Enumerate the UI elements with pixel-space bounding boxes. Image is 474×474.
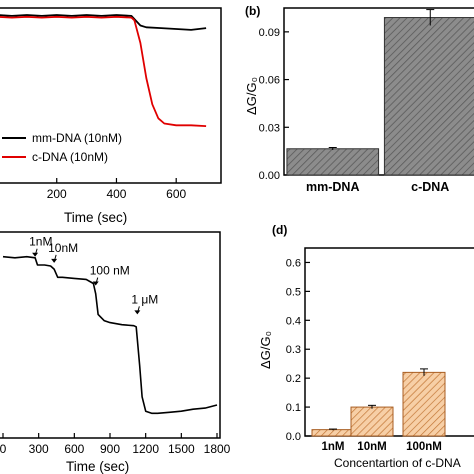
panel-c-x-ticks — [2, 433, 218, 438]
panel-b-bars — [286, 9, 474, 176]
panel-a-xlabel: Time (sec) — [64, 210, 127, 225]
panel-c-x-tick-label: 1200 — [132, 442, 159, 456]
panel-d-y-tick-label: 0.1 — [286, 402, 301, 414]
panel-d-y-tick-label: 0.3 — [286, 344, 301, 356]
bar-100nm — [402, 371, 446, 437]
panel-d-bars — [311, 368, 446, 437]
annotation-label: 1 μM — [131, 292, 158, 306]
panel-b-y-ticks: 0.00 0.03 0.06 0.09 — [259, 27, 289, 182]
panel-d-x-tick-label: 100nM — [406, 441, 442, 453]
bar-1nm — [311, 429, 355, 437]
panel-d-y-ticks: 0.0 0.1 0.2 0.3 0.4 0.5 0.6 — [286, 257, 310, 443]
panel-d: (d) ΔG/G₀ 0.00.10.20.30.40.50.6 1nM 10nM 1… — [258, 223, 474, 470]
panel-d-x-tick-labels: 1nM 10nM 100nM — [322, 441, 442, 453]
panel-c-x-tick-label: 0 — [0, 442, 7, 456]
panel-d-x-tick-label: 1nM — [322, 441, 345, 453]
panel-d-xlabel: Concentartion of c-DNA — [334, 456, 461, 470]
panel-b-y-tick-label: 0.03 — [259, 122, 280, 134]
annotation-arrowhead — [134, 310, 141, 315]
panel-b-x-tick-label: mm-DNA — [306, 180, 359, 194]
panel-b: (b) ΔG/G₀ 0.00 0.03 0.06 0.09 mm-DNA c-DNA — [244, 4, 474, 194]
panel-c-x-tick-label: 300 — [29, 442, 49, 456]
panel-c-series — [2, 255, 218, 415]
panel-b-y-tick-label: 0.00 — [259, 170, 280, 182]
bar-c-dna — [383, 17, 474, 176]
panel-a-x-tick-label: 600 — [166, 187, 186, 201]
panel-b-label: (b) — [245, 4, 260, 18]
legend-label-c-dna: c-DNA (10nM) — [32, 150, 108, 164]
annotation-arrowhead — [51, 258, 58, 263]
series-mm-dna-line — [0, 14, 207, 31]
panel-b-y-tick-label: 0.06 — [259, 75, 280, 87]
panel-b-x-tick-labels: mm-DNA c-DNA — [306, 180, 449, 194]
panel-a-legend: mm-DNA (10nM) c-DNA (10nM) — [2, 131, 122, 164]
panel-a-x-tick-label: 400 — [106, 187, 126, 201]
panel-c-x-tick-label: 600 — [64, 442, 84, 456]
panel-c-x-tick-label: 1500 — [168, 442, 195, 456]
annotation-arrowhead — [92, 281, 99, 286]
panel-a-series — [0, 14, 207, 127]
annotation-arrowhead — [32, 252, 39, 257]
panel-d-frame — [304, 247, 474, 437]
legend-label-mm-dna: mm-DNA (10nM) — [32, 131, 122, 145]
panel-b-y-tick-label: 0.09 — [259, 27, 280, 39]
panel-a-x-ticks — [56, 178, 177, 183]
panel-d-label: (d) — [272, 223, 287, 237]
panel-d-y-tick-label: 0.0 — [286, 431, 301, 443]
titration-line — [2, 255, 218, 415]
panel-c-x-tick-label: 1800 — [204, 442, 231, 456]
panel-d-x-tick-label: 10nM — [357, 441, 386, 453]
bar-mm-dna — [286, 148, 380, 176]
panel-d-y-tick-label: 0.5 — [286, 286, 301, 298]
annotation-label: 10nM — [48, 241, 78, 255]
panel-b-frame — [283, 7, 474, 176]
panel-a-frame — [0, 7, 222, 184]
panel-d-ylabel: ΔG/G₀ — [258, 331, 273, 369]
panel-a-x-tick-labels: 200 400 600 — [47, 187, 187, 201]
panel-b-x-tick-label: c-DNA — [411, 180, 449, 194]
annotation-label: 1nM — [29, 235, 52, 249]
panel-c-x-tick-labels: 0 300 600 900 1200 1500 1800 — [0, 442, 231, 456]
panel-c-xlabel: Time (sec) — [66, 459, 129, 474]
series-c-dna-line — [0, 15, 207, 127]
panel-c-x-tick-label: 900 — [100, 442, 120, 456]
panel-d-y-tick-label: 0.2 — [286, 373, 301, 385]
bar-10nm — [350, 406, 394, 437]
panel-d-y-tick-label: 0.6 — [286, 257, 301, 269]
panel-a-x-tick-label: 200 — [47, 187, 67, 201]
panel-a: 200 400 600 mm-DNA (10nM) c-DNA (10nM) Tim… — [0, 7, 222, 225]
annotation-label: 100 nM — [90, 264, 130, 278]
panel-d-y-tick-label: 0.4 — [286, 315, 301, 327]
panel-b-ylabel: ΔG/G₀ — [244, 77, 259, 115]
panel-c-frame — [0, 231, 221, 439]
